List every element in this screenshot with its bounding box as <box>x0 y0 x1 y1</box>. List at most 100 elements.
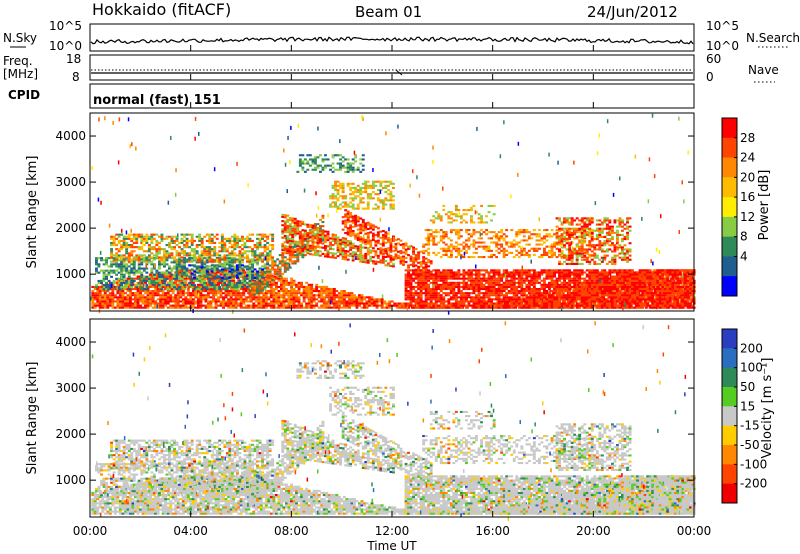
heatmap-cell <box>434 302 438 305</box>
heatmap-cell <box>296 258 300 261</box>
heatmap-cell <box>358 298 361 301</box>
heatmap-cell <box>228 246 232 249</box>
heatmap-cell <box>266 279 270 282</box>
heatmap-cell <box>417 265 421 268</box>
heatmap-cell <box>341 222 345 225</box>
heatmap-cell <box>389 205 393 208</box>
heatmap-cell <box>160 284 164 287</box>
heatmap-cell <box>161 290 165 293</box>
heatmap-cell <box>305 288 309 291</box>
heatmap-cell <box>275 296 278 299</box>
heatmap-cell <box>139 304 142 307</box>
heatmap-cell <box>288 231 292 234</box>
heatmap-cell <box>350 296 354 299</box>
heatmap-cell <box>407 294 410 297</box>
heatmap-cell <box>288 252 292 255</box>
date-title: 24/Jun/2012 <box>587 3 678 21</box>
heatmap-cell <box>115 256 119 259</box>
heatmap-cell <box>355 300 359 303</box>
heatmap-cell <box>389 180 393 183</box>
heatmap-cell <box>140 254 144 257</box>
heatmap-cell <box>118 290 122 293</box>
heatmap-cell <box>325 292 329 295</box>
heatmap-cell <box>136 290 140 293</box>
heatmap-cell <box>258 267 262 270</box>
heatmap-cell <box>248 282 252 285</box>
heatmap-cell <box>412 263 415 266</box>
heatmap-cell <box>125 282 129 285</box>
heatmap-cell <box>262 298 266 301</box>
heatmap-cell <box>381 255 385 258</box>
heatmap-cell <box>152 273 156 276</box>
heatmap-cell <box>280 279 283 282</box>
heatmap-cell <box>110 271 113 274</box>
heatmap-cell <box>112 235 116 238</box>
heatmap-cell <box>339 238 342 241</box>
heatmap-cell <box>311 168 315 171</box>
heatmap-cell <box>199 298 203 301</box>
heatmap-cell <box>319 250 322 253</box>
heatmap-cell <box>115 265 119 268</box>
heatmap-cell <box>287 290 291 293</box>
heatmap-cell <box>340 294 344 297</box>
heatmap-cell <box>291 260 295 263</box>
heatmap-cell <box>233 248 237 251</box>
heatmap-cell <box>364 191 368 194</box>
heatmap-cell <box>281 236 285 239</box>
heatmap-cell <box>152 254 156 257</box>
heatmap-cell <box>237 298 241 301</box>
heatmap-cell <box>253 250 257 253</box>
heatmap-cell <box>155 250 159 253</box>
heatmap-cell <box>434 288 438 291</box>
heatmap-cell <box>291 245 295 248</box>
heatmap-cell <box>110 241 113 244</box>
heatmap-cell <box>243 246 247 249</box>
heatmap-cell <box>200 263 204 266</box>
heatmap-cell <box>103 294 107 297</box>
heatmap-cell <box>252 306 256 309</box>
heatmap-cell <box>409 285 413 288</box>
heatmap-cell <box>252 304 256 307</box>
heatmap-cell <box>120 239 124 242</box>
heatmap-cell <box>399 250 403 253</box>
heatmap-cell <box>230 246 234 249</box>
heatmap-cell <box>302 290 306 293</box>
heatmap-cell <box>282 292 286 295</box>
heatmap-cell <box>387 199 390 202</box>
heatmap-cell <box>331 256 335 259</box>
heatmap-cell <box>155 256 159 259</box>
heatmap-cell <box>329 256 332 259</box>
heatmap-cell <box>181 298 185 301</box>
heatmap-cell <box>334 205 337 208</box>
heatmap-cell <box>332 294 336 297</box>
heatmap-cell <box>361 239 365 242</box>
heatmap-cell <box>346 254 350 257</box>
heatmap-cell <box>339 184 342 187</box>
heatmap-cell <box>297 302 301 305</box>
heatmap-cell <box>204 290 208 293</box>
heatmap-cell <box>429 277 433 280</box>
heatmap-cell <box>301 166 305 169</box>
heatmap-cell <box>251 289 254 292</box>
heatmap-cell <box>262 296 266 299</box>
heatmap-cell <box>107 279 111 282</box>
heatmap-cell <box>369 249 373 252</box>
heatmap-cell <box>232 290 236 293</box>
heatmap-cell <box>298 230 302 233</box>
heatmap-cell <box>183 244 186 247</box>
heatmap-cell <box>122 277 126 280</box>
heatmap-cell <box>293 262 297 265</box>
heatmap-cell <box>361 218 365 221</box>
heatmap-cell <box>310 302 314 305</box>
heatmap-cell <box>366 236 370 239</box>
heatmap-cell <box>429 296 433 299</box>
heatmap-cell <box>203 252 207 255</box>
heatmap-cell <box>312 290 316 293</box>
heatmap-cell <box>185 269 189 272</box>
heatmap-cell <box>297 296 301 299</box>
heatmap-cell <box>158 275 161 278</box>
heatmap-cell <box>407 264 410 267</box>
heatmap-cell <box>229 306 233 309</box>
heatmap-cell <box>437 292 441 295</box>
heatmap-cell <box>366 205 370 208</box>
